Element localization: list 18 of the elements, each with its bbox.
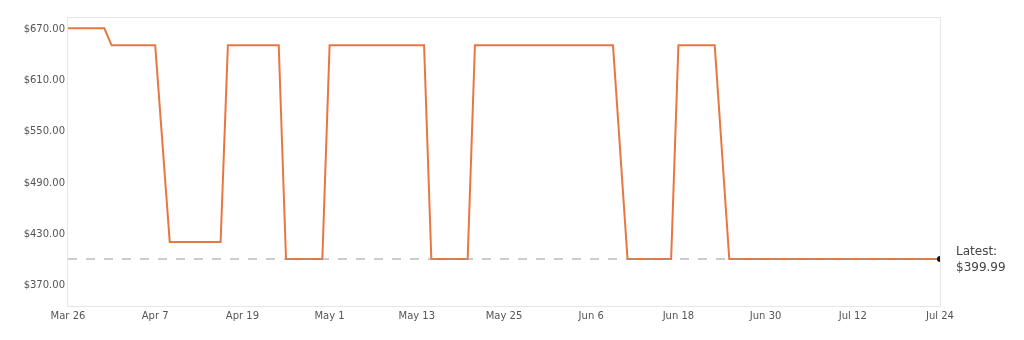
x-tick-label: Mar 26 [50, 310, 86, 321]
x-tick-label: Apr 19 [225, 310, 259, 321]
x-tick-label: May 1 [314, 310, 345, 321]
y-tick-label: $370.00 [23, 279, 65, 291]
y-tick-label: $550.00 [23, 125, 65, 137]
x-tick-label: May 13 [398, 310, 436, 321]
x-tick-label: Apr 7 [141, 310, 169, 321]
annotation: Latest: $399.99 [956, 244, 1006, 274]
x-tick-label: Jun 18 [661, 310, 695, 321]
x-tick-label: May 25 [485, 310, 523, 321]
y-tick-label: $490.00 [23, 176, 65, 188]
y-tick-label: $670.00 [23, 22, 65, 34]
x-tick-label: Jun 6 [577, 310, 604, 321]
x-tick-label: Jul 24 [925, 310, 954, 321]
y-tick-label: $430.00 [23, 227, 65, 239]
y-tick-label: $610.00 [23, 74, 65, 86]
x-tick-label: Jul 12 [837, 310, 867, 321]
x-tick-label: Jun 30 [748, 310, 782, 321]
